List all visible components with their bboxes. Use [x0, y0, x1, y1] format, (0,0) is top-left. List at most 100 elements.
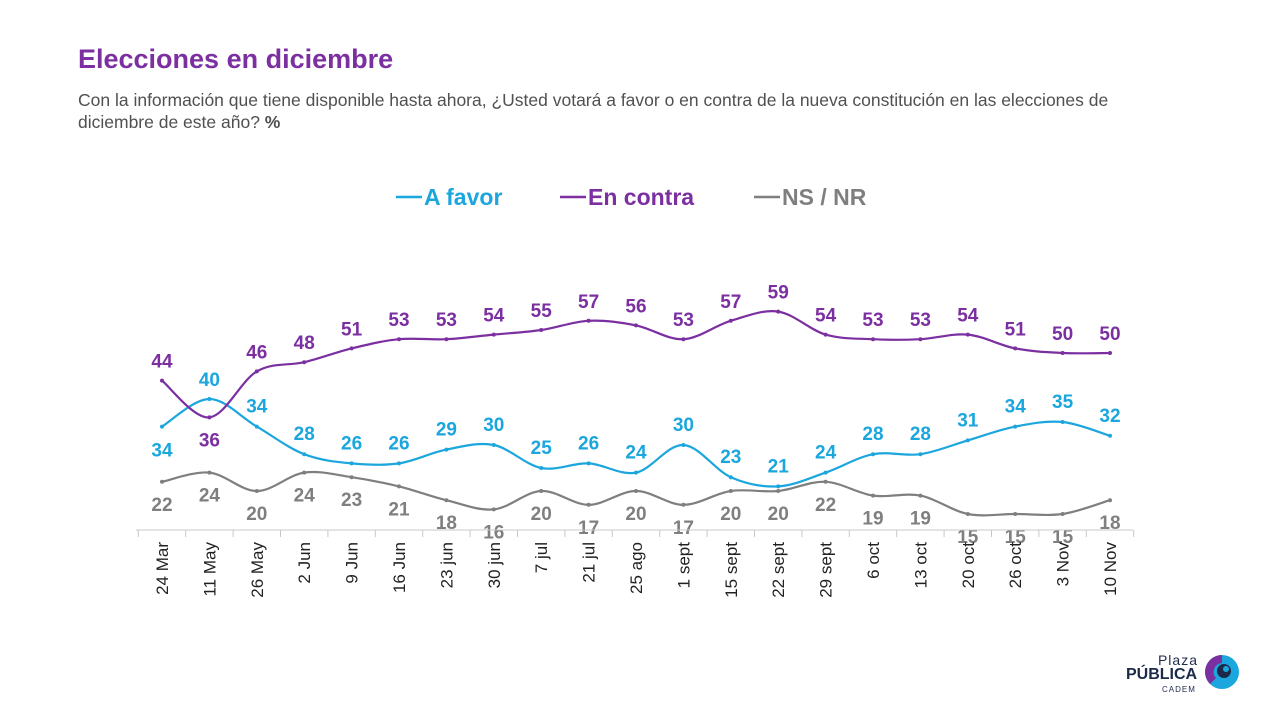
value-label-1-10: 56	[625, 296, 646, 317]
x-tick-label-15: 6 oct	[864, 542, 883, 579]
data-point-1-9	[586, 318, 591, 323]
value-label-0-15: 28	[862, 424, 883, 445]
data-point-1-8	[539, 328, 544, 332]
value-label-2-11: 17	[673, 518, 694, 539]
x-tick-label-2: 26 May	[248, 542, 267, 598]
data-point-0-11	[681, 443, 686, 447]
value-label-1-0: 44	[151, 352, 173, 373]
data-point-2-17	[965, 512, 970, 516]
data-point-2-20	[1108, 498, 1112, 503]
value-label-1-12: 57	[720, 292, 741, 313]
x-tick-label-0: 24 Mar	[153, 542, 172, 595]
x-tick-label-13: 22 sept	[769, 542, 788, 598]
data-point-0-5	[397, 461, 401, 466]
value-label-1-18: 51	[1005, 319, 1027, 340]
value-label-0-8: 25	[531, 438, 553, 459]
data-point-2-3	[302, 470, 307, 475]
x-tick-label-5: 16 Jun	[390, 542, 409, 593]
subtitle-text: Con la información que tiene disponible …	[78, 90, 1109, 132]
data-point-1-3	[302, 360, 307, 365]
data-point-2-13	[776, 489, 781, 493]
data-point-1-5	[397, 337, 401, 342]
data-point-2-12	[728, 489, 733, 493]
data-point-0-10	[634, 470, 638, 475]
logo-mark-icon	[1205, 655, 1239, 689]
value-label-2-13: 20	[768, 504, 789, 525]
value-label-0-7: 30	[483, 415, 504, 436]
value-label-0-20: 32	[1099, 406, 1120, 427]
data-point-0-6	[444, 447, 449, 452]
value-label-2-12: 20	[720, 504, 741, 525]
data-point-2-8	[539, 489, 544, 493]
value-label-2-1: 24	[199, 486, 221, 507]
data-point-2-2	[254, 489, 259, 493]
data-point-2-4	[349, 475, 354, 480]
data-point-1-2	[254, 369, 259, 374]
value-label-0-18: 34	[1005, 397, 1027, 418]
value-label-1-15: 53	[862, 310, 883, 331]
x-tick-label-7: 30 jun	[485, 542, 504, 588]
value-label-0-12: 23	[720, 447, 741, 468]
x-tick-label-16: 13 oct	[911, 542, 930, 589]
value-label-2-19: 15	[1052, 527, 1074, 548]
value-label-1-2: 46	[246, 342, 267, 363]
value-label-0-11: 30	[673, 415, 694, 436]
value-label-0-19: 35	[1052, 392, 1074, 413]
data-point-2-11	[681, 502, 686, 507]
data-point-1-12	[728, 318, 733, 323]
data-point-0-19	[1060, 420, 1065, 424]
x-tick-label-11: 1 sept	[674, 542, 693, 589]
value-labels: 34 40 34 28 26 26 29 30 25 26 24 30 23 21 24 28 28 31 34 35…	[151, 283, 1120, 548]
data-point-1-18	[1013, 346, 1018, 351]
value-label-0-17: 31	[957, 410, 979, 431]
data-point-2-10	[634, 489, 638, 493]
value-label-1-7: 54	[483, 306, 505, 327]
data-point-1-19	[1060, 351, 1065, 355]
logo-text-publica: PÚBLICA	[1126, 666, 1198, 683]
data-point-1-13	[776, 309, 781, 314]
data-point-2-16	[918, 493, 923, 498]
value-label-1-5: 53	[388, 310, 409, 331]
value-label-1-3: 48	[294, 333, 315, 354]
x-tick-label-18: 26 oct	[1006, 542, 1025, 589]
data-point-0-13	[776, 484, 781, 489]
value-label-2-16: 19	[910, 509, 931, 530]
data-point-1-1	[207, 415, 212, 420]
data-point-1-20	[1108, 351, 1112, 355]
data-point-1-11	[681, 337, 686, 342]
x-tick-label-8: 7 jul	[532, 542, 551, 573]
x-tick-label-9: 21 jul	[580, 542, 599, 583]
data-point-0-9	[586, 461, 591, 466]
legend-label-2: NS / NR	[782, 184, 867, 210]
data-point-0-15	[871, 452, 875, 457]
value-label-0-10: 24	[625, 443, 647, 464]
value-label-2-14: 22	[815, 495, 836, 516]
value-label-1-6: 53	[436, 310, 457, 331]
value-label-2-6: 18	[436, 513, 457, 534]
data-point-2-19	[1060, 512, 1065, 516]
x-tick-label-6: 23 jun	[437, 542, 456, 588]
value-label-2-9: 17	[578, 518, 599, 539]
data-point-0-18	[1013, 424, 1018, 429]
data-point-2-14	[823, 479, 828, 484]
legend: A favor En contra NS / NR	[396, 184, 867, 210]
value-label-0-4: 26	[341, 433, 362, 454]
value-label-0-6: 29	[436, 420, 457, 441]
value-label-2-20: 18	[1099, 513, 1120, 534]
data-point-1-17	[965, 332, 970, 337]
x-tick-label-19: 3 Nov	[1054, 542, 1073, 587]
x-tick-label-17: 20 oct	[959, 542, 978, 589]
data-point-2-9	[586, 502, 591, 507]
value-label-2-15: 19	[862, 509, 883, 530]
page-title: Elecciones en diciembre	[78, 44, 394, 74]
value-label-0-3: 28	[294, 424, 315, 445]
x-tick-label-4: 9 Jun	[343, 542, 362, 584]
value-label-0-14: 24	[815, 443, 837, 464]
data-point-0-4	[349, 461, 354, 466]
value-label-1-9: 57	[578, 292, 599, 313]
data-point-1-16	[918, 337, 923, 342]
value-label-1-4: 51	[341, 319, 363, 340]
data-point-1-15	[871, 337, 875, 342]
value-label-2-18: 15	[1005, 527, 1027, 548]
data-point-2-0	[160, 479, 164, 484]
